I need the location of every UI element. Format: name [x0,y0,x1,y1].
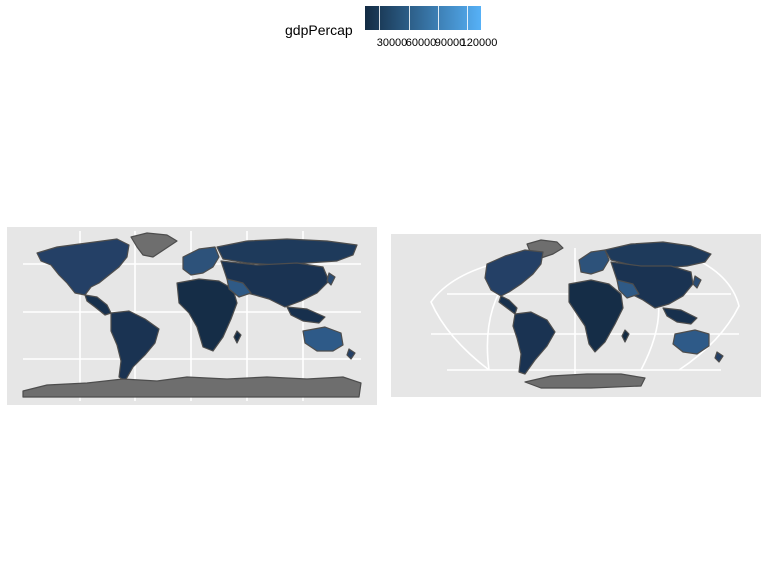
country-southeast-asia [286,306,326,324]
country-africa [176,278,238,352]
country-antarctica [524,373,646,389]
country-russia [216,238,358,266]
legend-colorbar [365,6,481,30]
country-south-america [110,310,160,382]
world-map-equirectangular [7,227,377,405]
country-antarctica [22,376,362,398]
country-southeast-asia [662,307,698,325]
country-north-america [484,249,544,297]
country-japan [326,272,336,286]
country-middle-east [226,278,252,298]
country-europe [182,246,220,276]
country-greenland [130,232,178,258]
country-middle-east [616,279,640,299]
color-legend: gdpPercap 30000 60000 90000 120000 [0,0,768,60]
legend-tick-label-1: 30000 [376,37,408,49]
country-australia [302,326,344,352]
map-panel-equirectangular [7,227,377,405]
country-europe [578,249,610,275]
country-australia [672,329,710,355]
country-new-zealand [714,351,724,363]
country-madagascar [233,330,242,344]
country-central-america [84,294,112,316]
legend-tick-label-2: 60000 [405,37,437,49]
country-africa [568,279,624,353]
legend-tick-label-3: 90000 [434,37,466,49]
legend-tick-mark-1 [379,6,380,30]
map-panel-pseudocylindrical [391,234,761,397]
country-new-zealand [346,348,356,360]
legend-tick-mark-4 [467,6,468,30]
legend-tick-mark-3 [438,6,439,30]
legend-tick-label-4: 120000 [460,37,498,49]
country-south-america [512,311,556,375]
country-madagascar [621,329,630,343]
country-north-america [36,238,130,296]
country-japan [692,275,702,289]
world-map-pseudocylindrical [391,234,761,397]
legend-tick-mark-2 [409,6,410,30]
legend-title: gdpPercap [285,22,353,38]
